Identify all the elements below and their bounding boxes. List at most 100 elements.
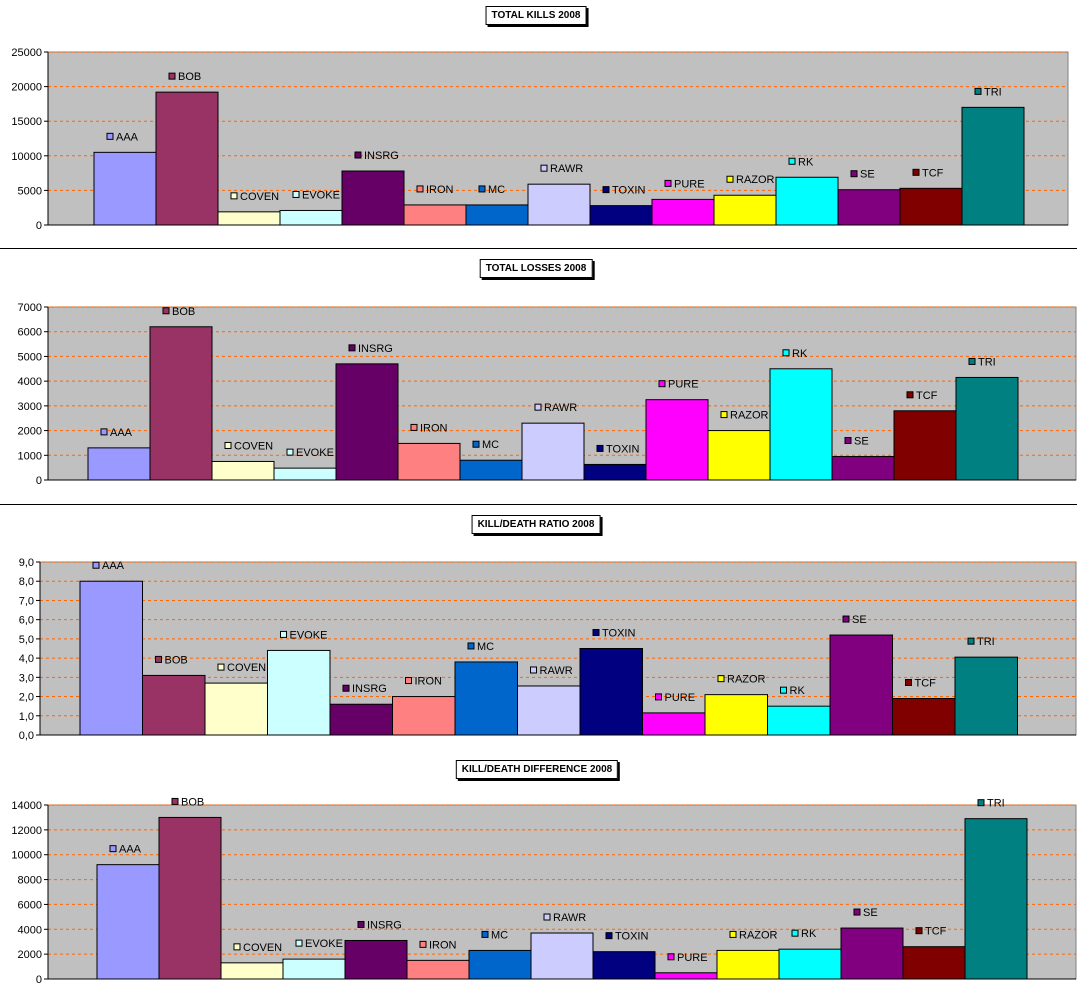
- data-label-key: [974, 87, 982, 95]
- bar-bob: [149, 326, 213, 481]
- bar-toxin: [583, 463, 647, 481]
- y-tick-label: 3000: [18, 401, 42, 413]
- data-label-razor: RAZOR: [730, 410, 769, 422]
- data-label-razor: RAZOR: [736, 174, 775, 186]
- y-tick-label: 7,0: [19, 595, 34, 607]
- data-label-key: [162, 307, 170, 315]
- bar-tri: [955, 376, 1019, 481]
- data-label-toxin: TOXIN: [606, 443, 639, 455]
- y-tick-label: 15000: [11, 116, 42, 128]
- data-label-key: [481, 930, 489, 938]
- data-label-bob: BOB: [165, 654, 188, 666]
- data-label-bob: BOB: [178, 71, 201, 83]
- data-label-key: [467, 642, 475, 650]
- data-label-key: [726, 175, 734, 183]
- data-label-pure: PURE: [665, 692, 696, 704]
- data-label-evoke: EVOKE: [290, 629, 328, 641]
- bar-tri: [964, 818, 1028, 980]
- bar-tcf: [899, 187, 963, 226]
- data-label-key: [540, 164, 548, 172]
- bar-tri: [961, 106, 1025, 226]
- data-label-tri: TRI: [977, 636, 995, 648]
- data-label-se: SE: [852, 614, 867, 626]
- data-label-rawr: RAWR: [550, 163, 583, 175]
- bar-mc: [468, 949, 532, 980]
- chart-panel-difference: KILL/DEATH DIFFERENCE 2008 0 2000 4000 6000…: [0, 755, 1077, 990]
- y-tick-label: 2,0: [19, 692, 34, 704]
- data-label-insrg: INSRG: [364, 150, 399, 162]
- bar-coven: [220, 962, 284, 980]
- y-tick-label: 4000: [18, 924, 42, 936]
- data-label-key: [155, 655, 162, 663]
- data-label-iron: IRON: [415, 676, 443, 688]
- y-tick-label: 14000: [11, 800, 42, 812]
- y-tick-label: 2000: [18, 426, 42, 438]
- data-label-razor: RAZOR: [739, 929, 778, 941]
- bar-se: [837, 189, 901, 226]
- bar-rawr: [521, 422, 585, 481]
- bar-evoke: [282, 958, 346, 980]
- y-tick-label: 10000: [11, 151, 42, 163]
- data-label-key: [410, 423, 418, 431]
- y-tick-label: 6,0: [19, 615, 34, 627]
- y-tick-label: 5000: [18, 351, 42, 363]
- bar-aaa: [93, 151, 157, 226]
- bar-aaa: [79, 580, 143, 736]
- bar-tcf: [893, 410, 957, 481]
- bar-iron: [397, 442, 461, 481]
- y-tick-label: 4,0: [19, 653, 34, 665]
- data-label-key: [780, 686, 787, 694]
- data-label-se: SE: [860, 169, 875, 181]
- bar-tri: [954, 656, 1018, 736]
- data-label-razor: RAZOR: [727, 674, 766, 686]
- data-label-tcf: TCF: [915, 677, 937, 689]
- data-label-key: [286, 448, 294, 456]
- bar-razor: [707, 430, 771, 481]
- data-label-key: [342, 684, 350, 692]
- bar-mc: [465, 204, 529, 226]
- data-label-rawr: RAWR: [540, 665, 573, 677]
- data-label-key: [530, 666, 537, 674]
- data-label-key: [292, 190, 300, 198]
- data-label-key: [850, 170, 858, 178]
- data-label-key: [233, 943, 241, 951]
- data-label-rawr: RAWR: [553, 912, 586, 924]
- data-label-key: [472, 440, 480, 448]
- bar-rawr: [527, 183, 591, 226]
- data-label-rk: RK: [792, 348, 808, 360]
- bar-evoke: [273, 467, 337, 481]
- data-label-tri: TRI: [978, 356, 996, 368]
- y-tick-label: 25000: [11, 47, 42, 59]
- y-tick-label: 9,0: [19, 557, 34, 569]
- bar-evoke: [267, 649, 331, 736]
- bar-pure: [651, 198, 715, 226]
- y-tick-label: 5000: [18, 185, 42, 197]
- bar-iron: [406, 959, 470, 980]
- bar-pure: [642, 712, 706, 736]
- y-tick-label: 10000: [11, 850, 42, 862]
- data-label-rk: RK: [801, 928, 817, 940]
- data-label-rk: RK: [798, 156, 814, 168]
- data-label-pure: PURE: [677, 952, 708, 964]
- bar-toxin: [579, 648, 643, 736]
- bar-coven: [217, 211, 281, 226]
- data-label-bob: BOB: [181, 796, 204, 808]
- data-label-key: [729, 930, 737, 938]
- y-tick-label: 2000: [18, 949, 42, 961]
- data-label-key: [720, 411, 728, 419]
- data-label-aaa: AAA: [110, 427, 133, 439]
- data-label-key: [664, 179, 672, 187]
- data-label-key: [967, 637, 975, 645]
- data-label-mc: MC: [488, 184, 505, 196]
- bar-coven: [204, 682, 268, 736]
- bar-se: [831, 456, 895, 481]
- y-tick-label: 8,0: [19, 576, 34, 588]
- data-label-toxin: TOXIN: [602, 628, 635, 640]
- data-label-key: [782, 349, 790, 357]
- bar-rk: [775, 176, 839, 226]
- y-tick-label: 7000: [18, 302, 42, 314]
- bar-rk: [769, 368, 833, 481]
- data-label-key: [224, 441, 232, 449]
- y-tick-label: 1000: [18, 450, 42, 462]
- data-label-insrg: INSRG: [352, 683, 387, 695]
